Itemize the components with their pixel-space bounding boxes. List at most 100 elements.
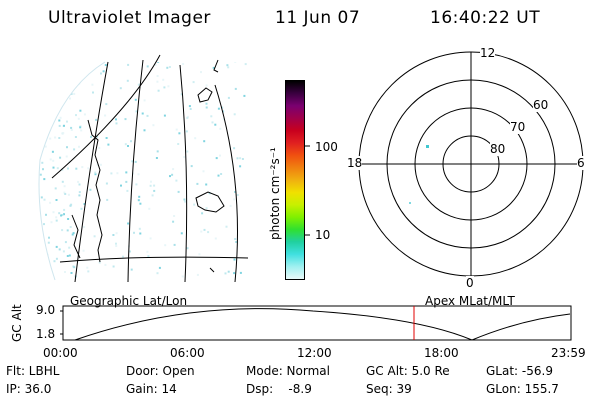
speckle-pixel	[225, 225, 228, 228]
speckle-pixel	[70, 272, 73, 274]
speckle-pixel	[110, 172, 113, 175]
speckle-pixel	[243, 94, 246, 97]
speckle-pixel	[64, 271, 66, 273]
speckle-pixel	[115, 118, 117, 121]
speckle-pixel	[127, 145, 129, 147]
speckle-pixel	[63, 208, 66, 211]
speckle-pixel	[43, 178, 46, 181]
speckle-pixel	[61, 229, 64, 232]
speckle-pixel	[151, 194, 154, 197]
speckle-pixel	[41, 161, 44, 164]
speckle-pixel	[180, 232, 183, 235]
speckle-pixel	[79, 125, 82, 128]
speckle-pixel	[61, 180, 64, 183]
speckle-pixel	[48, 236, 50, 239]
speckle-pixel	[55, 257, 58, 260]
speckle-pixel	[217, 107, 220, 110]
speckle-pixel	[156, 150, 159, 153]
speckle-pixel	[221, 106, 224, 109]
speckle-pixel	[220, 173, 223, 175]
speckle-pixel	[134, 160, 137, 163]
speckle-pixel	[183, 198, 186, 201]
speckle-pixel	[137, 173, 140, 176]
mlat-label-70: 70	[510, 120, 526, 134]
speckle-pixel	[55, 199, 58, 201]
speckle-pixel	[173, 243, 176, 246]
speckle-pixel	[80, 207, 83, 210]
speckle-pixel	[115, 232, 118, 235]
mlt-label-18: 18	[347, 156, 363, 170]
speckle-pixel	[146, 250, 149, 253]
speckle-pixel	[107, 143, 110, 146]
speckle-pixel	[52, 166, 55, 169]
speckle-pixel	[141, 112, 144, 115]
ip-info: IP: 36.0	[6, 382, 52, 396]
speckle-pixel	[52, 159, 55, 162]
speckle-pixel	[152, 124, 155, 127]
speckle-pixel	[200, 71, 202, 74]
speckle-pixel	[82, 249, 85, 252]
speckle-pixel	[241, 158, 244, 160]
speckle-pixel	[115, 122, 118, 125]
speckle-pixel	[78, 191, 81, 194]
speckle-pixel	[115, 245, 118, 247]
speckle-pixel	[96, 135, 98, 138]
altitude-curve	[74, 308, 571, 341]
speckle-pixel	[87, 270, 90, 273]
glon-info: GLon: 155.7	[486, 382, 559, 396]
gcalt-info: GC Alt: 5.0 Re	[366, 364, 450, 378]
speckle-pixel	[83, 203, 86, 205]
speckle-pixel	[55, 219, 58, 222]
speckle-pixel	[205, 183, 208, 186]
speckle-pixel	[104, 64, 107, 66]
speckle-pixel	[91, 83, 94, 86]
speckle-pixel	[183, 156, 186, 159]
speckle-pixel	[75, 167, 78, 170]
speckle-pixel	[137, 83, 140, 86]
speckle-pixel	[63, 213, 65, 216]
speckle-pixel	[98, 261, 101, 264]
speckle-pixel	[184, 200, 187, 203]
speckle-pixel	[239, 165, 242, 168]
speckle-pixel	[49, 201, 52, 204]
speckle-pixel	[78, 194, 81, 197]
speckle-pixel	[43, 198, 46, 201]
speckle-pixel	[93, 235, 96, 238]
speckle-pixel	[67, 218, 70, 220]
speckle-pixel	[229, 204, 232, 207]
speckle-pixel	[134, 98, 137, 101]
speckle-pixel	[112, 265, 115, 268]
speckle-pixel	[129, 250, 131, 253]
speckle-pixel	[192, 81, 195, 84]
speckle-pixel	[202, 170, 205, 173]
speckle-pixel	[156, 80, 159, 83]
speckle-pixel	[169, 175, 171, 178]
speckle-pixel	[233, 258, 236, 261]
gain-info: Gain: 14	[126, 382, 177, 396]
speckle-pixel	[75, 114, 77, 117]
speckle-pixel	[190, 165, 193, 168]
mlat-label-80: 80	[490, 142, 506, 156]
speckle-pixel	[61, 168, 64, 171]
speckle-pixel	[177, 190, 180, 193]
speckle-pixel	[59, 116, 62, 119]
speckle-pixel	[138, 195, 141, 198]
speckle-pixel	[130, 140, 132, 143]
speckle-pixel	[104, 114, 107, 117]
speckle-pixel	[149, 184, 152, 187]
speckle-pixel	[147, 255, 150, 258]
speckle-pixel	[244, 63, 247, 66]
speckle-pixel	[222, 110, 225, 113]
speckle-pixel	[87, 167, 90, 170]
speckle-pixel	[45, 213, 47, 216]
speckle-pixel	[217, 174, 220, 177]
speckle-pixel	[234, 238, 237, 240]
speckle-pixel	[66, 120, 68, 123]
uv-intensity-speckles	[39, 62, 247, 280]
speckle-pixel	[227, 270, 230, 273]
speckle-pixel	[92, 91, 94, 94]
speckle-pixel	[175, 128, 178, 131]
speckle-pixel	[55, 216, 58, 219]
